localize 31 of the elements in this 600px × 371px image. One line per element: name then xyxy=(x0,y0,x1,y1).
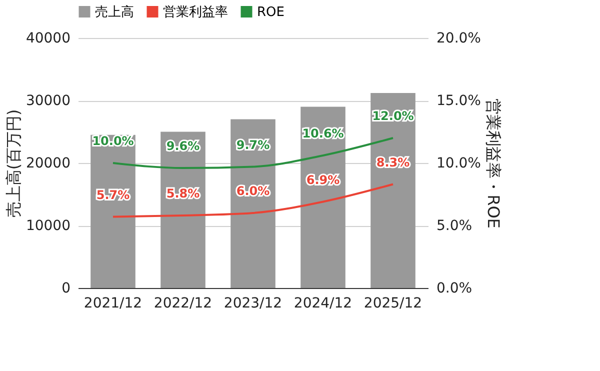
y2-tick-label: 15.0% xyxy=(436,93,481,109)
y2-tick-label: 10.0% xyxy=(436,156,481,172)
y-axis-title: 売上高(百万円) xyxy=(4,109,23,218)
data-label: 10.6% xyxy=(302,126,344,140)
data-label: 9.6% xyxy=(166,139,200,153)
y-tick-label: 0 xyxy=(62,280,70,296)
data-label: 8.3% xyxy=(376,155,410,170)
data-label: 6.0% xyxy=(236,184,270,198)
x-tick-label: 2025/12 xyxy=(364,296,422,312)
y-tick-label: 40000 xyxy=(26,30,70,46)
data-label: 10.0% xyxy=(92,134,134,148)
legend-label: 営業利益率 xyxy=(163,4,228,20)
x-tick-label: 2022/12 xyxy=(154,296,212,312)
data-label: 5.7% xyxy=(96,188,130,202)
y-tick-label: 30000 xyxy=(26,93,70,109)
y-tick-label: 20000 xyxy=(26,156,70,172)
x-tick-label: 2024/12 xyxy=(294,296,352,312)
x-tick-label: 2021/12 xyxy=(84,296,142,312)
y2-axis-title: 営業利益率・ROE xyxy=(484,98,503,228)
data-label: 6.9% xyxy=(306,172,340,187)
y2-tick-label: 5.0% xyxy=(436,218,472,234)
y2-tick-label: 0.0% xyxy=(436,280,472,296)
y-tick-label: 10000 xyxy=(26,218,70,234)
data-label: 12.0% xyxy=(372,109,414,123)
legend-label: 売上高 xyxy=(95,4,134,20)
x-tick-label: 2023/12 xyxy=(224,296,282,312)
data-label: 5.8% xyxy=(166,186,200,200)
y2-tick-label: 20.0% xyxy=(436,30,481,46)
legend-label: ROE xyxy=(257,4,284,20)
data-label: 9.7% xyxy=(236,138,270,152)
bar xyxy=(370,93,416,288)
